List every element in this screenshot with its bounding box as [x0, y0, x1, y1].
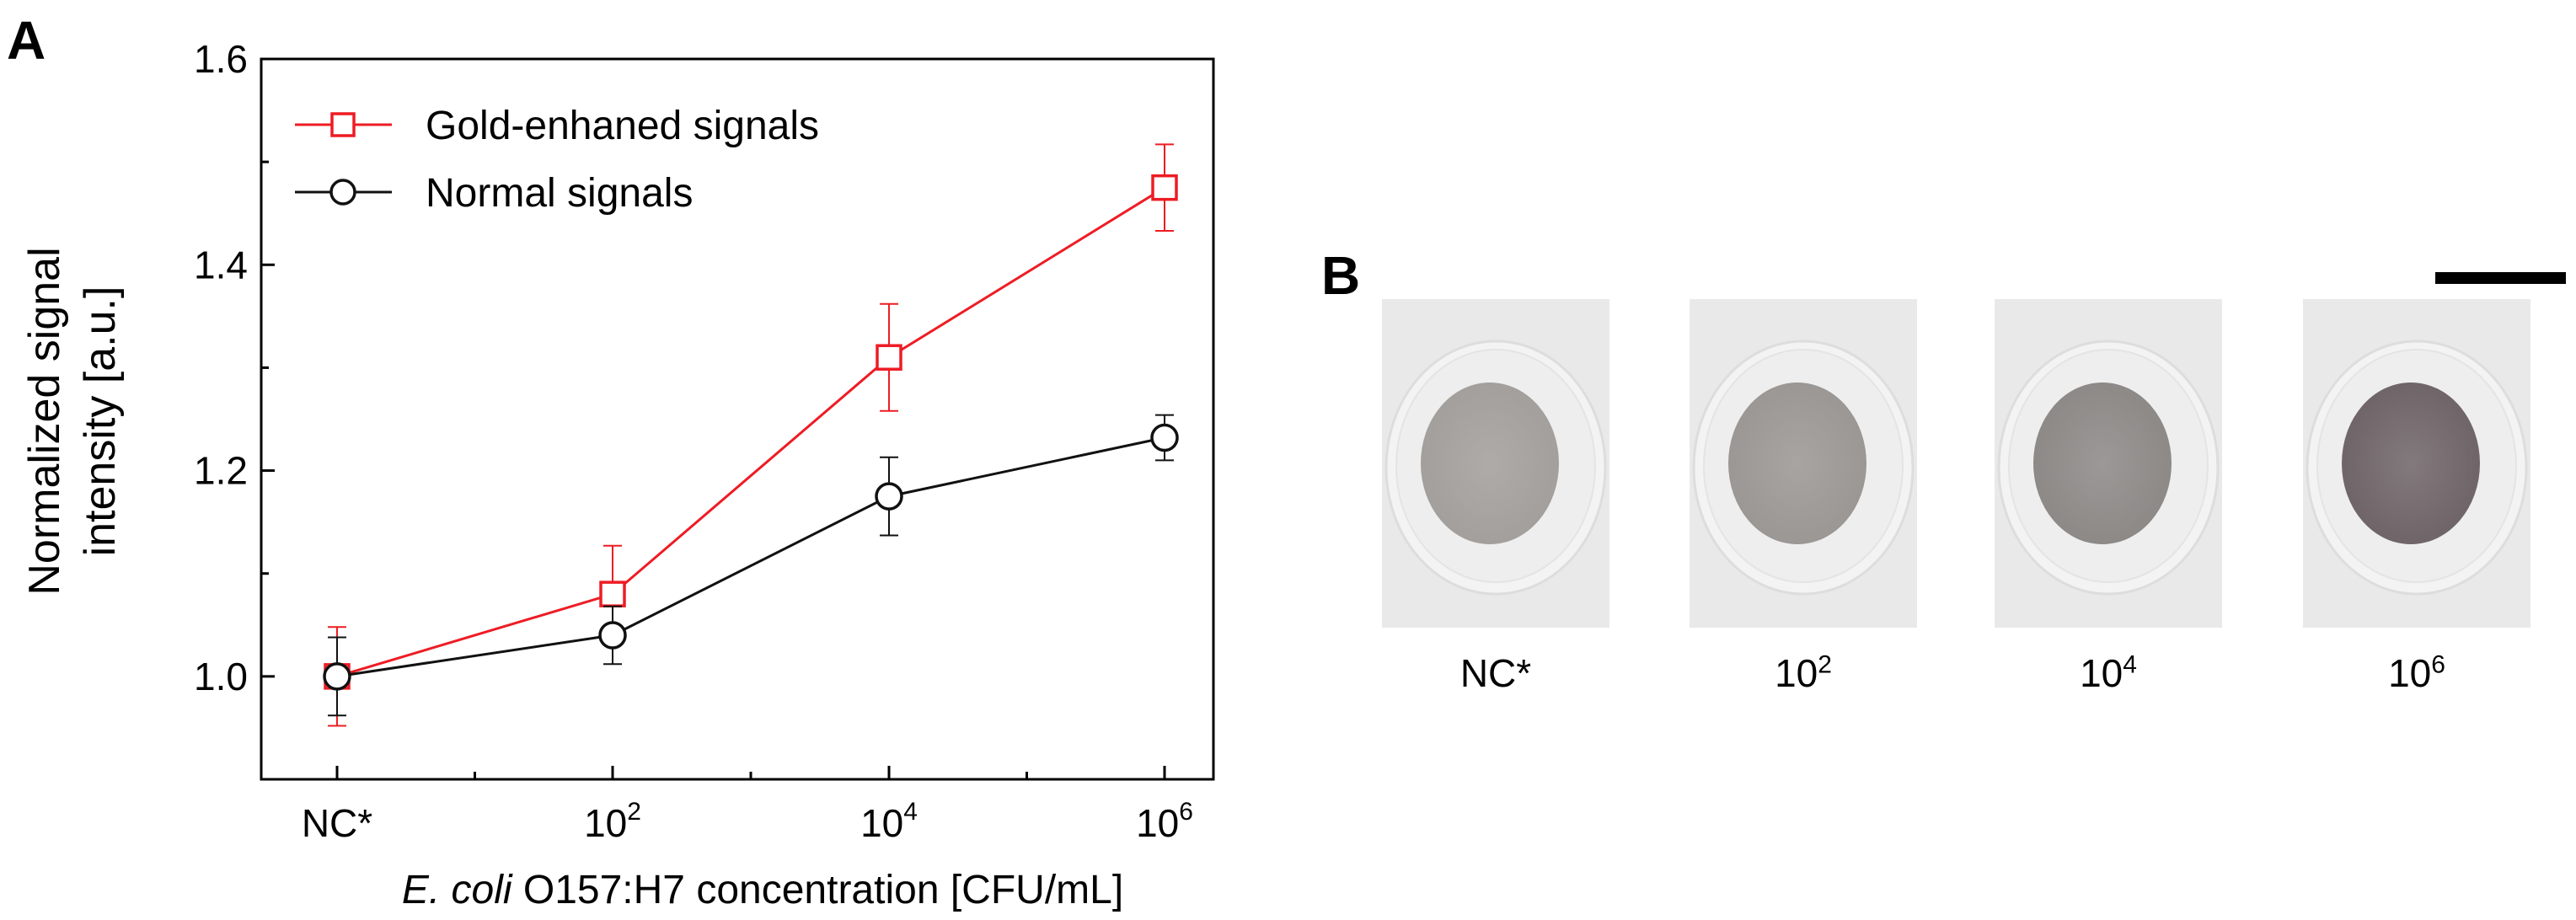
y-tick-label: 1.4: [194, 243, 248, 286]
well-label-base: NC*: [1459, 651, 1532, 695]
y-tick-label: 1.2: [194, 449, 248, 493]
x-tick-label: NC*: [302, 801, 372, 845]
well-photo: [2303, 299, 2530, 628]
panel-b-label: B: [1321, 245, 1361, 306]
well-shape: [2033, 382, 2172, 544]
data-point-circle: [323, 662, 351, 691]
data-point-circle: [598, 621, 627, 650]
well-photo: [1995, 299, 2222, 628]
x-tick-label: 102: [584, 798, 641, 845]
well-shape: [1728, 382, 1866, 544]
scale-bar: [2435, 272, 2566, 284]
panel-a-label: A: [7, 10, 46, 71]
well-label-exponent: 6: [2431, 650, 2445, 679]
well-image: [1382, 299, 1609, 628]
well-shape: [2342, 382, 2480, 544]
y-axis-label: Normalized signal intensity [a.u.]: [20, 247, 125, 595]
well-label-base: 10: [1775, 651, 1818, 695]
data-point-square: [599, 580, 626, 607]
data-point-square: [1151, 174, 1178, 201]
data-point-circle: [1150, 423, 1179, 452]
data-point-circle: [875, 482, 903, 511]
well-photo: [1382, 299, 1609, 628]
well-label-exponent: 4: [2123, 650, 2137, 679]
well-label-base: 10: [2080, 651, 2123, 695]
legend-label: Gold-enhaned signals: [426, 104, 819, 148]
series-line-0: [336, 186, 1165, 678]
well-shape: [1421, 382, 1559, 544]
plot-frame: [260, 57, 1215, 781]
well-label: 106: [2303, 650, 2530, 696]
legend-marker-square: [330, 112, 356, 137]
well-image: [1995, 299, 2222, 628]
well-label: 104: [1995, 650, 2222, 696]
y-tick-label: 1.0: [194, 655, 248, 698]
x-tick-label: 104: [860, 798, 918, 845]
well-label: NC*: [1382, 650, 1609, 696]
y-tick-label: 1.6: [194, 37, 248, 81]
well-image: [1690, 299, 1917, 628]
panel-a-chart: A 1.0 1.2 1.4 1.6 NC* 102 104 106 E. coli O157:H…: [7, 10, 1215, 912]
well-photo: [1690, 299, 1917, 628]
well-label-base: 10: [2388, 651, 2432, 695]
x-axis-label: E. coli O157:H7 concentration [CFU/mL]: [402, 868, 1123, 912]
legend-marker-circle: [329, 179, 356, 206]
data-point-square: [876, 344, 902, 371]
well-label-exponent: 2: [1818, 650, 1832, 679]
legend-label: Normal signals: [426, 171, 693, 216]
well-image: [2303, 299, 2530, 628]
x-tick-label: 106: [1136, 798, 1193, 845]
well-label: 102: [1690, 650, 1917, 696]
series-line-1: [336, 436, 1165, 678]
